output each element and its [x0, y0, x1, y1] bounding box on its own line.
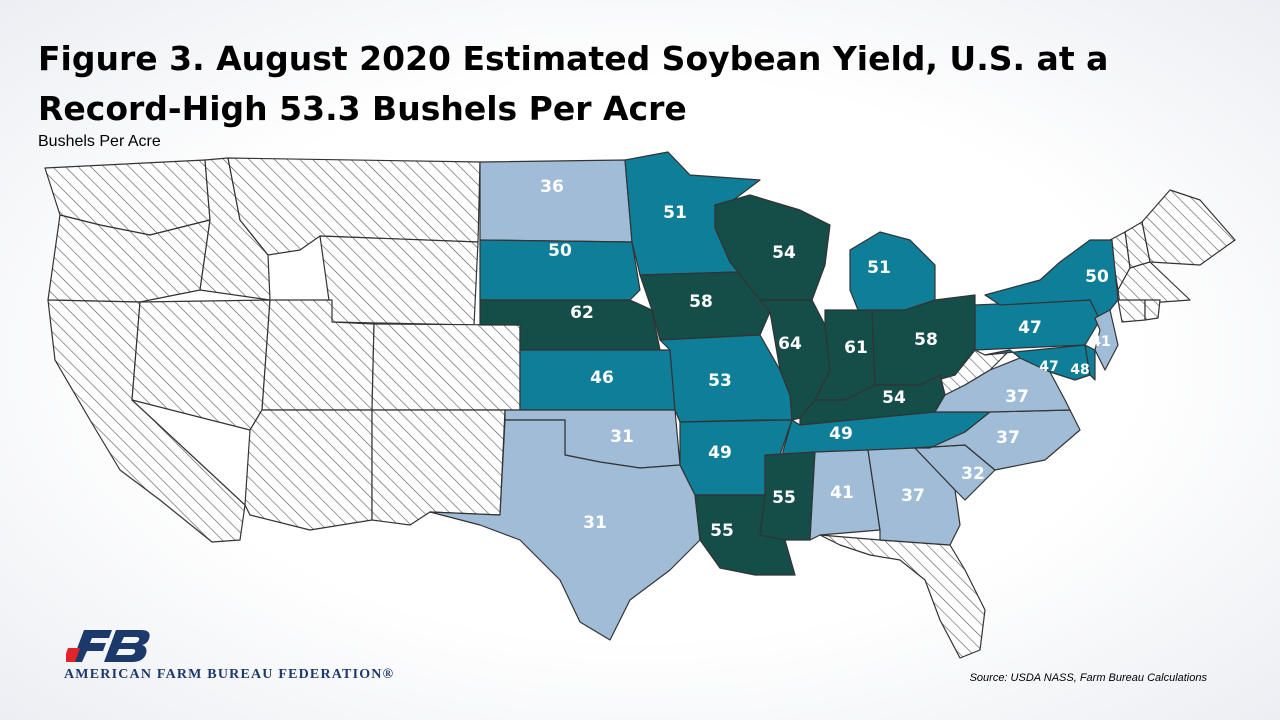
state-de	[1084, 344, 1096, 381]
state-value-la: 55	[710, 521, 734, 541]
state-nv	[131, 299, 271, 431]
state-value-al: 41	[830, 483, 854, 503]
organization-name: AMERICAN FARM BUREAU FEDERATION®	[64, 667, 395, 682]
state-ct	[1117, 299, 1146, 323]
state-value-nj: 41	[1091, 334, 1110, 350]
state-value-ny: 50	[1085, 267, 1109, 287]
state-value-nd: 36	[540, 177, 564, 197]
source-note: Source: USDA NASS, Farm Bureau Calculati…	[969, 672, 1207, 684]
state-value-tn: 49	[829, 424, 853, 444]
state-al	[809, 449, 881, 541]
state-sd	[479, 239, 641, 301]
state-value-pa: 47	[1018, 318, 1042, 338]
state-co	[371, 323, 521, 411]
state-value-ks: 46	[590, 368, 614, 388]
state-nd	[479, 159, 633, 243]
units-label: Bushels Per Acre	[38, 133, 161, 150]
state-tx	[429, 419, 701, 641]
state-ny	[984, 239, 1119, 321]
states-layer	[44, 151, 1236, 659]
state-value-sd: 50	[548, 241, 572, 261]
state-value-de: 48	[1070, 362, 1089, 378]
title-line-2: Record-High 53.3 Bushels Per Acre	[38, 89, 687, 128]
state-value-wi: 54	[772, 243, 796, 263]
state-value-ok: 31	[610, 427, 634, 447]
state-value-mi: 51	[867, 258, 891, 278]
state-value-ne: 62	[570, 303, 594, 323]
state-value-md: 47	[1039, 359, 1058, 375]
state-value-oh: 58	[914, 330, 938, 350]
labels-layer: 36 50 62 46 31 31 51 58 53 49 55 54 64 51 61 58 54 49 55 41…	[540, 177, 1111, 541]
farm-bureau-logo	[66, 630, 150, 662]
state-ri	[1144, 299, 1161, 321]
state-wy	[319, 235, 479, 326]
state-value-ky: 54	[882, 388, 906, 408]
chart-title: Figure 3. August 2020 Estimated Soybean …	[38, 34, 1238, 134]
state-value-ms: 55	[772, 488, 796, 508]
state-value-sc: 32	[961, 464, 985, 484]
state-mi	[849, 231, 936, 316]
state-az	[244, 409, 373, 531]
state-value-in: 61	[844, 338, 868, 358]
state-value-mo: 53	[708, 371, 732, 391]
title-line-1: Figure 3. August 2020 Estimated Soybean …	[38, 39, 1109, 78]
state-value-tx: 31	[583, 513, 607, 533]
state-nj	[1094, 309, 1119, 371]
state-value-ia: 58	[689, 292, 713, 312]
state-value-il: 64	[778, 334, 802, 354]
state-value-va: 37	[1005, 387, 1029, 407]
state-fl	[819, 534, 986, 659]
state-value-nc: 37	[996, 428, 1020, 448]
state-me	[1141, 189, 1236, 266]
state-value-mn: 51	[663, 203, 687, 223]
state-value-ga: 37	[901, 486, 925, 506]
state-value-ar: 49	[708, 443, 732, 463]
state-nc	[914, 409, 1081, 471]
state-nm	[371, 409, 506, 526]
